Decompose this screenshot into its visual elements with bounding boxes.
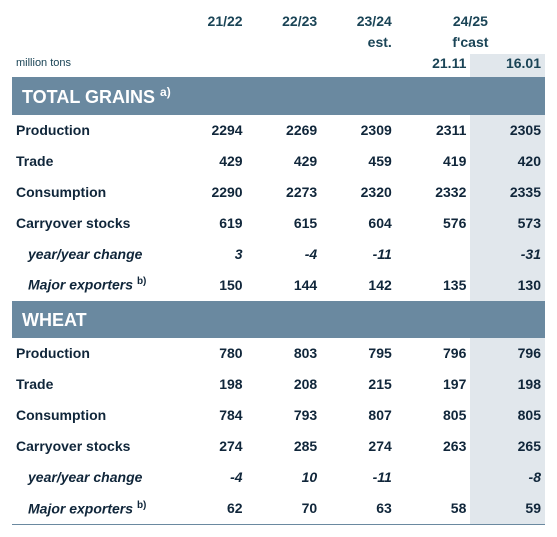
cell-value: 807 [321, 400, 396, 431]
cell-value: 144 [247, 269, 322, 301]
row-label: Consumption [12, 177, 172, 208]
cell-value: 780 [172, 338, 247, 369]
row-label: Production [12, 115, 172, 146]
cell-value: 215 [321, 369, 396, 400]
table-row: Major exporters b)6270635859 [12, 493, 545, 525]
section-header: WHEAT [12, 301, 545, 338]
section-header: TOTAL GRAINS a) [12, 77, 545, 115]
cell-value: 63 [321, 493, 396, 525]
cell-value: 784 [172, 400, 247, 431]
row-label: year/year change [12, 239, 172, 270]
col-24-25-right: 16.01 [470, 54, 545, 77]
cell-value: 419 [396, 146, 471, 177]
cell-value: 198 [172, 369, 247, 400]
cell-value: 150 [172, 269, 247, 301]
cell-value: 274 [172, 431, 247, 462]
cell-value: 796 [396, 338, 471, 369]
cell-value: 2269 [247, 115, 322, 146]
col-24-25: 24/25 [396, 12, 545, 33]
table-row: Major exporters b)150144142135130 [12, 269, 545, 301]
cell-value: 805 [470, 400, 545, 431]
row-label: Trade [12, 369, 172, 400]
cell-value: 130 [470, 269, 545, 301]
cell-value: -11 [321, 462, 396, 493]
cell-value: 2273 [247, 177, 322, 208]
cell-value: 576 [396, 208, 471, 239]
cell-value: 263 [396, 431, 471, 462]
cell-value: 615 [247, 208, 322, 239]
cell-value: 2294 [172, 115, 247, 146]
cell-value: 59 [470, 493, 545, 525]
cell-value: 274 [321, 431, 396, 462]
table-row: Production 780803795796796 [12, 338, 545, 369]
row-label: year/year change [12, 462, 172, 493]
table-row: Trade 429429459419420 [12, 146, 545, 177]
row-label: Carryover stocks [12, 431, 172, 462]
col-21-22: 21/22 [172, 12, 247, 33]
cell-value: -4 [172, 462, 247, 493]
cell-value: -4 [247, 239, 322, 270]
cell-value [396, 462, 471, 493]
cell-value: 619 [172, 208, 247, 239]
cell-value: 459 [321, 146, 396, 177]
cell-value: 70 [247, 493, 322, 525]
cell-value: 58 [396, 493, 471, 525]
cell-value [396, 239, 471, 270]
row-label: Carryover stocks [12, 208, 172, 239]
cell-value: 198 [470, 369, 545, 400]
cell-value: 208 [247, 369, 322, 400]
table-row: year/year change 3-4-11 -31 [12, 239, 545, 270]
grains-table: 21/22 22/23 23/24 24/25 est. f'cast mill… [12, 12, 545, 525]
cell-value: 420 [470, 146, 545, 177]
row-label: Consumption [12, 400, 172, 431]
col-24-25-fcast: f'cast [396, 33, 545, 54]
col-22-23: 22/23 [247, 12, 322, 33]
table-row: Carryover stocks 274285274263265 [12, 431, 545, 462]
cell-value: 803 [247, 338, 322, 369]
cell-value: 2320 [321, 177, 396, 208]
cell-value: 10 [247, 462, 322, 493]
col-23-24-est: est. [321, 33, 396, 54]
cell-value: 573 [470, 208, 545, 239]
table-row: Consumption 22902273232023322335 [12, 177, 545, 208]
table-row: Consumption 784793807805805 [12, 400, 545, 431]
row-label: Major exporters b) [12, 269, 172, 301]
cell-value: 805 [396, 400, 471, 431]
table-header: 21/22 22/23 23/24 24/25 est. f'cast mill… [12, 12, 545, 77]
cell-value: 135 [396, 269, 471, 301]
cell-value: -11 [321, 239, 396, 270]
cell-value: 142 [321, 269, 396, 301]
cell-value: 793 [247, 400, 322, 431]
table-row: year/year change -410-11 -8 [12, 462, 545, 493]
row-label: Production [12, 338, 172, 369]
section-title: TOTAL GRAINS a) [12, 77, 545, 115]
table-row: Trade 198208215197198 [12, 369, 545, 400]
col-24-25-left: 21.11 [396, 54, 471, 77]
table-row: Carryover stocks 619615604576573 [12, 208, 545, 239]
cell-value: 2305 [470, 115, 545, 146]
row-label: Trade [12, 146, 172, 177]
cell-value: 265 [470, 431, 545, 462]
cell-value: -31 [470, 239, 545, 270]
cell-value: 429 [172, 146, 247, 177]
cell-value: -8 [470, 462, 545, 493]
cell-value: 62 [172, 493, 247, 525]
cell-value: 2290 [172, 177, 247, 208]
cell-value: 2332 [396, 177, 471, 208]
cell-value: 604 [321, 208, 396, 239]
cell-value: 2309 [321, 115, 396, 146]
cell-value: 795 [321, 338, 396, 369]
col-23-24: 23/24 [321, 12, 396, 33]
cell-value: 796 [470, 338, 545, 369]
cell-value: 2335 [470, 177, 545, 208]
cell-value: 197 [396, 369, 471, 400]
cell-value: 3 [172, 239, 247, 270]
table-row: Production 22942269230923112305 [12, 115, 545, 146]
cell-value: 2311 [396, 115, 471, 146]
cell-value: 285 [247, 431, 322, 462]
unit-label: million tons [12, 54, 172, 77]
section-title: WHEAT [12, 301, 545, 338]
cell-value: 429 [247, 146, 322, 177]
row-label: Major exporters b) [12, 493, 172, 525]
